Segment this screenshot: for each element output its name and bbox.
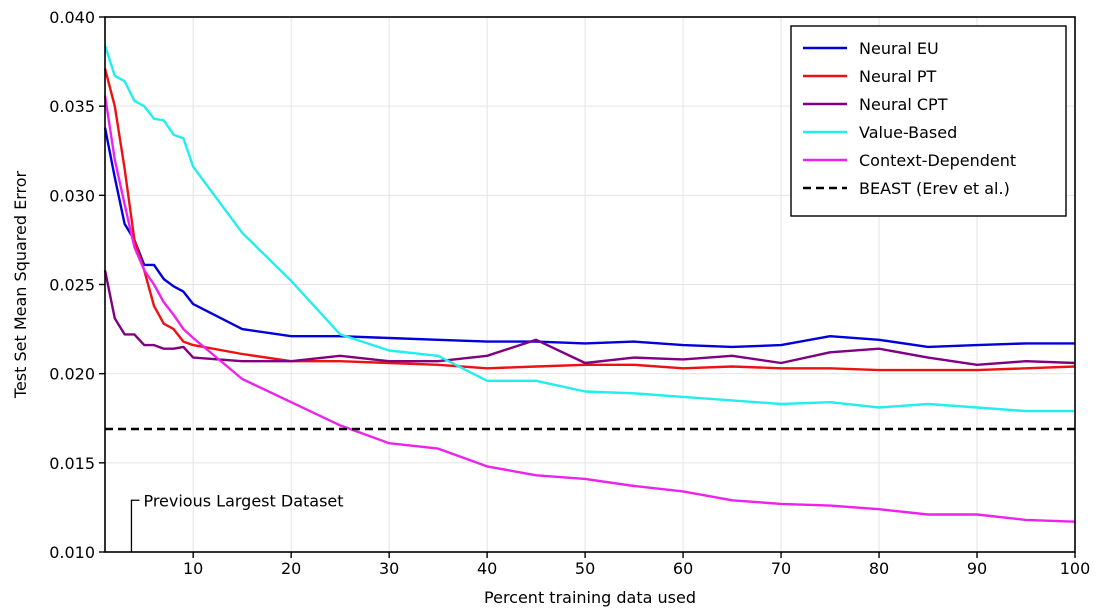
x-tick-label: 100 — [1060, 559, 1091, 578]
y-tick-label: 0.025 — [49, 276, 95, 295]
legend-label: Neural PT — [859, 67, 937, 86]
series-lines — [103, 45, 1076, 523]
series-line-neural-eu — [103, 127, 1075, 349]
legend: Neural EU Neural PT Neural CPT Value-Based C… — [790, 25, 1067, 217]
x-tick-label: 70 — [771, 559, 791, 578]
annotations: Previous Largest Dataset — [130, 491, 344, 552]
x-axis-ticks: 10 20 30 40 50 60 70 80 90 100 — [183, 552, 1090, 578]
series-line-value-based — [103, 45, 1075, 413]
x-tick-label: 40 — [477, 559, 497, 578]
y-tick-label: 0.015 — [49, 454, 95, 473]
x-tick-label: 90 — [967, 559, 987, 578]
y-axis-label: Test Set Mean Squared Error — [11, 170, 30, 399]
x-axis-label: Percent training data used — [484, 588, 696, 607]
y-axis-ticks: 0.010 0.015 0.020 0.025 0.030 0.035 0.040 — [49, 8, 105, 562]
series-line-neural-pt — [103, 68, 1076, 372]
x-tick-label: 80 — [869, 559, 889, 578]
legend-label: BEAST (Erev et al.) — [859, 179, 1010, 198]
y-tick-label: 0.020 — [49, 365, 95, 384]
x-tick-label: 10 — [183, 559, 203, 578]
annotation-bracket — [130, 499, 140, 552]
x-tick-label: 60 — [673, 559, 693, 578]
x-tick-label: 20 — [281, 559, 301, 578]
y-tick-label: 0.010 — [49, 543, 95, 562]
legend-label: Neural CPT — [859, 95, 948, 114]
annotation-label: Previous Largest Dataset — [143, 491, 343, 510]
y-tick-label: 0.035 — [49, 97, 95, 116]
x-tick-label: 50 — [575, 559, 595, 578]
series-line-neural-cpt — [103, 269, 1076, 366]
legend-label: Value-Based — [859, 123, 957, 142]
legend-box — [790, 25, 1067, 217]
legend-label: Neural EU — [859, 39, 939, 58]
y-tick-label: 0.040 — [49, 8, 95, 27]
y-tick-label: 0.030 — [49, 186, 95, 205]
x-tick-label: 30 — [379, 559, 399, 578]
series-line-context-dependent — [103, 95, 1076, 523]
legend-label: Context-Dependent — [859, 151, 1016, 170]
